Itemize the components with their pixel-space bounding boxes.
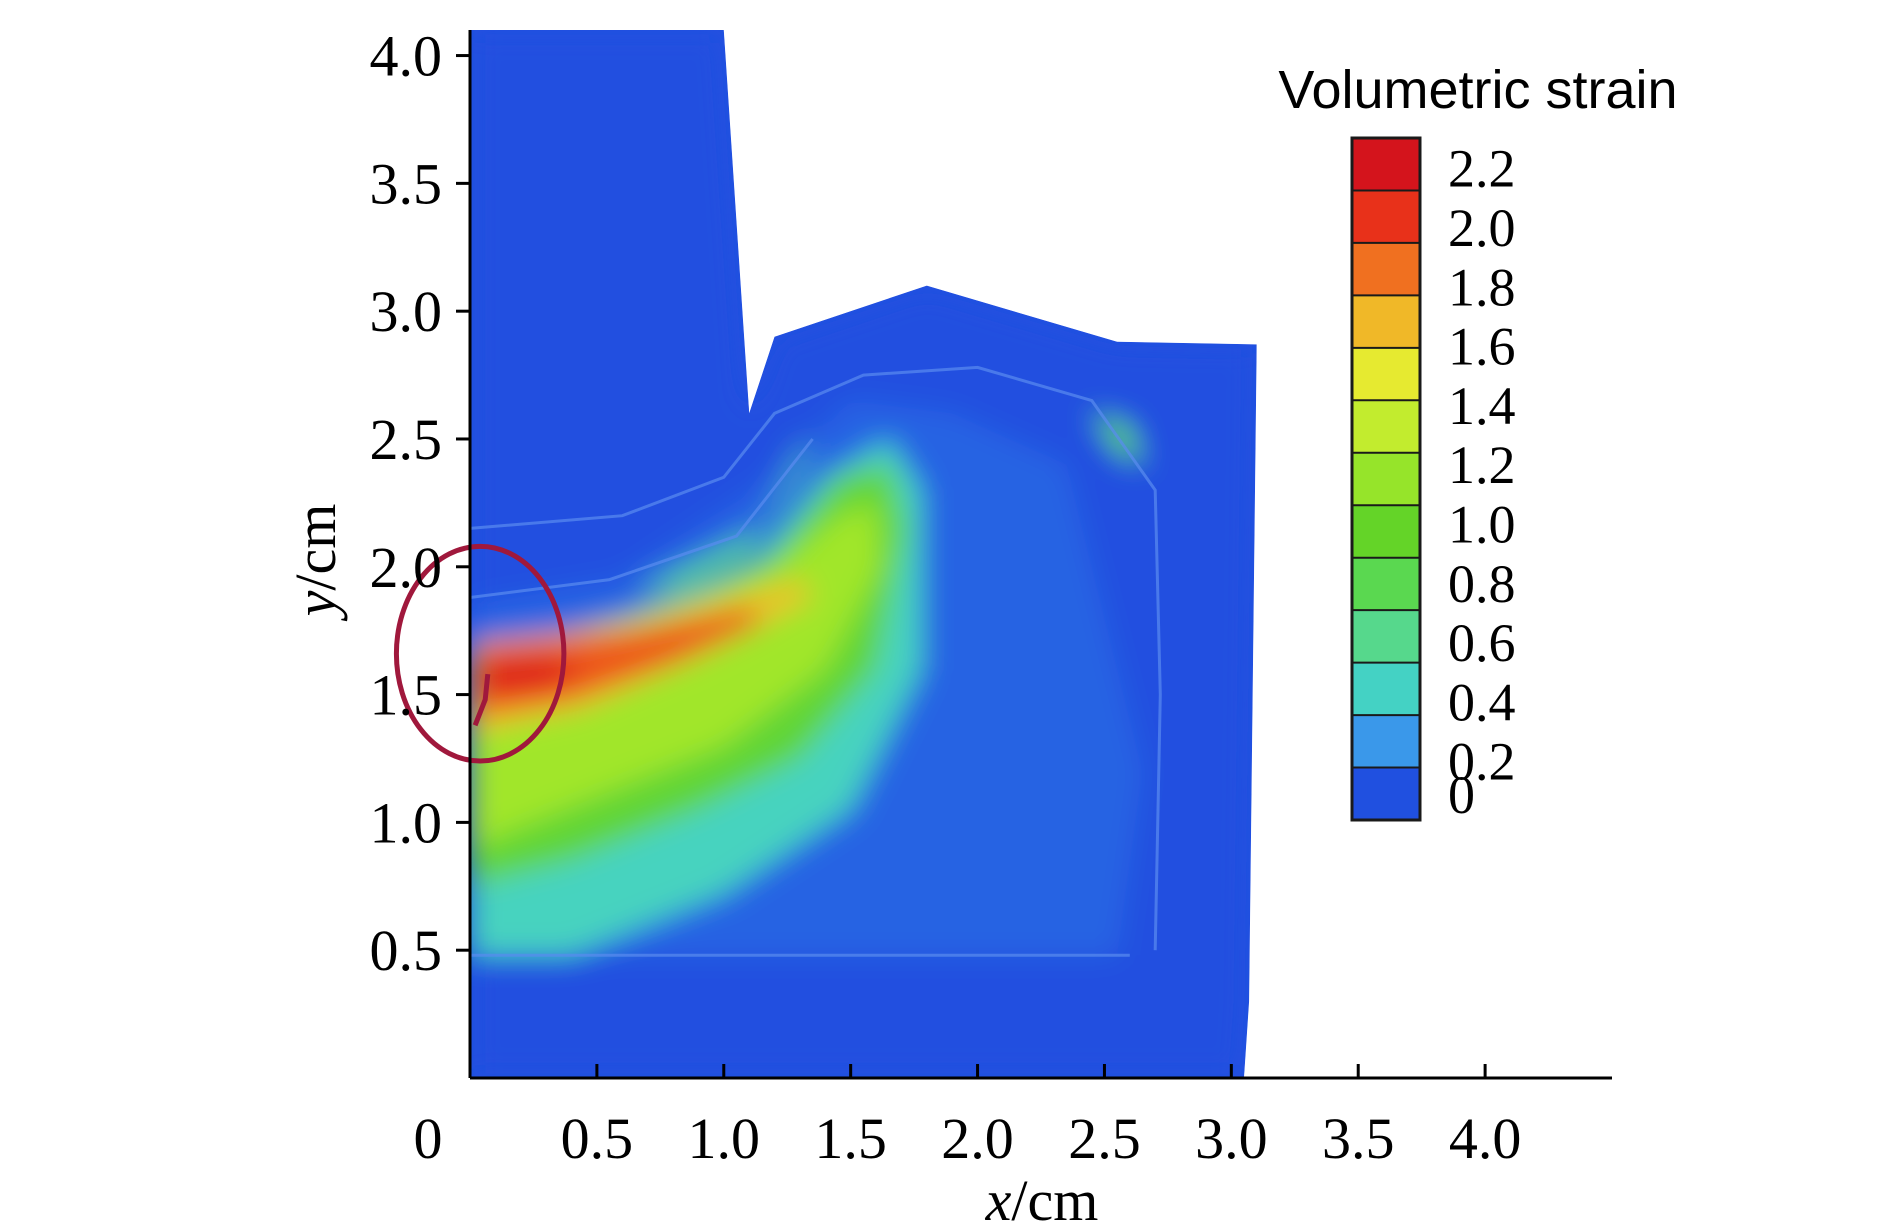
- colorbar-swatch-12: [1352, 767, 1420, 821]
- y-tick-label: 1.5: [370, 663, 443, 728]
- strain-regions: [470, 30, 1257, 1078]
- x-axis-unit: /cm: [1011, 1168, 1098, 1224]
- colorbar-tick-label: 1.2: [1448, 435, 1516, 495]
- colorbar-swatch-4: [1352, 347, 1420, 401]
- x-axis-label: x/cm: [985, 1168, 1099, 1224]
- colorbar-swatch-6: [1352, 452, 1420, 506]
- y-tick-label: 2.0: [370, 535, 443, 600]
- colorbar-swatch-10: [1352, 662, 1420, 716]
- x-ticks: 0.5 1.0 1.5 2.0 2.5 3.0 3.5 4.0: [561, 1064, 1522, 1171]
- colorbar-legend: Volumetric strain 2.22.01.81.61.41.21.00…: [1278, 60, 1677, 825]
- y-tick-label: 3.5: [370, 151, 443, 216]
- colorbar-tick-label: 0.6: [1448, 613, 1516, 673]
- colorbar-tick-label: 2.2: [1448, 139, 1516, 199]
- colorbar-swatch-1: [1352, 190, 1420, 244]
- axes: 0.5 1.0 1.5 2.0 2.5 3.0 3.5 4.0 0.5 1.0 1.5 2.0 2.5…: [283, 24, 1612, 1229]
- colorbar-ticks: 2.22.01.81.61.41.21.00.80.60.40.20: [1448, 139, 1516, 825]
- colorbar-swatch-7: [1352, 505, 1420, 559]
- colorbar-tick-label: 1.4: [1448, 376, 1516, 436]
- strain-region-7: [475, 653, 585, 695]
- y-axis-label: y/cm: [283, 504, 348, 622]
- x-tick-label: 3.0: [1195, 1106, 1268, 1171]
- colorbar-tick-label: 2.0: [1448, 198, 1516, 258]
- x-tick-label: 1.5: [814, 1106, 887, 1171]
- colorbar-swatch-8: [1352, 557, 1420, 611]
- y-tick-label: 1.0: [370, 790, 443, 855]
- interface-line-0: [470, 365, 1162, 951]
- contour-field: [470, 30, 1257, 1078]
- y-axis-var: y: [283, 590, 348, 621]
- colorbar-swatches: [1350, 136, 1422, 822]
- colorbar-tick-label: 1.6: [1448, 317, 1516, 377]
- colorbar-frame: [1350, 136, 1422, 822]
- x-tick-label: 1.0: [688, 1106, 761, 1171]
- colorbar-swatch-3: [1352, 295, 1420, 349]
- colorbar-tick-label: 1.8: [1448, 257, 1516, 317]
- strain-region-8: [635, 439, 813, 593]
- colorbar-tick-label: 0.8: [1448, 554, 1516, 614]
- colorbar-tick-label: 1.0: [1448, 494, 1516, 554]
- colorbar-tick-label: 0: [1448, 765, 1475, 825]
- y-tick-label: 0.5: [370, 918, 443, 983]
- colorbar-title: Volumetric strain: [1278, 60, 1677, 120]
- highlight-curve: [472, 673, 491, 727]
- y-tick-label: 2.5: [370, 407, 443, 472]
- colorbar-swatch-11: [1352, 715, 1420, 769]
- origin-tick-label: 0: [414, 1106, 443, 1171]
- colorbar-swatch-0: [1352, 138, 1420, 191]
- x-tick-label: 4.0: [1449, 1106, 1522, 1171]
- highlight-ellipse: [393, 543, 567, 764]
- material-interfaces: [470, 365, 1162, 957]
- colorbar-swatch-5: [1352, 400, 1420, 454]
- highlight-annotations: [393, 543, 567, 764]
- colorbar-swatch-2: [1352, 242, 1420, 296]
- colorbar-tick-label: 0.2: [1448, 732, 1516, 792]
- x-tick-label: 2.0: [941, 1106, 1014, 1171]
- y-axis-unit: /cm: [283, 504, 348, 591]
- interface-line-1: [470, 438, 814, 599]
- x-tick-label: 3.5: [1322, 1106, 1395, 1171]
- y-tick-label: 3.0: [370, 279, 443, 344]
- x-tick-label: 0.5: [561, 1106, 634, 1171]
- colorbar-tick-label: 0.4: [1448, 672, 1516, 732]
- colorbar-swatch-9: [1352, 610, 1420, 664]
- x-tick-label: 2.5: [1068, 1106, 1141, 1171]
- x-axis-var: x: [985, 1168, 1012, 1224]
- y-ticks: 0.5 1.0 1.5 2.0 2.5 3.0 3.5 4.0: [370, 24, 470, 983]
- y-tick-label: 4.0: [370, 24, 443, 89]
